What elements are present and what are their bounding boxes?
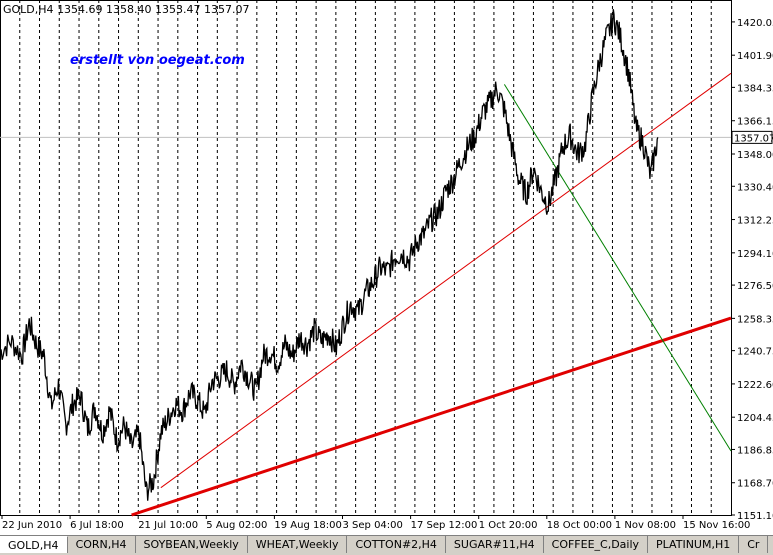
price-tick-label: 1222.60 <box>737 380 773 391</box>
tab-platinum-h1[interactable]: PLATINUM,H1 <box>648 536 740 553</box>
trendline <box>160 72 732 489</box>
price-tick-label: 1186.85 <box>737 445 773 456</box>
time-tick-label: 5 Aug 02:00 <box>206 520 267 531</box>
price-tick-label: 1420.05 <box>737 18 773 29</box>
tab-sugar-11-h4[interactable]: SUGAR#11,H4 <box>446 536 544 553</box>
price-tick-label: 1366.15 <box>737 117 773 128</box>
time-tick-label: 21 Jul 10:00 <box>138 520 198 531</box>
trendline <box>503 84 732 452</box>
price-tick-label: 1294.10 <box>737 249 773 260</box>
tab-gold-h4[interactable]: GOLD,H4 <box>0 536 68 553</box>
time-tick-label: 19 Aug 18:00 <box>274 520 341 531</box>
tab-coffee-c-daily[interactable]: COFFEE_C,Daily <box>544 536 649 553</box>
symbol-tab-bar: GOLD,H4 CORN,H4 SOYBEAN,Weekly WHEAT,Weekly… <box>0 535 773 555</box>
chart-header: GOLD,H4 1354.69 1358.40 1353.47 1357.07 <box>3 3 250 16</box>
time-tick-label: 1 Nov 08:00 <box>615 520 676 531</box>
tab-wheat-weekly[interactable]: WHEAT,Weekly <box>248 536 348 553</box>
tab-cotton-2-h4[interactable]: COTTON#2,H4 <box>347 536 446 553</box>
price-tick-label: 1401.90 <box>737 51 773 62</box>
time-tick-label: 3 Sep 04:00 <box>343 520 403 531</box>
price-series <box>0 9 659 501</box>
current-price-box <box>731 130 773 144</box>
price-tick-label: 1312.25 <box>737 216 773 227</box>
trendlines <box>131 72 732 517</box>
tab-soybean-weekly[interactable]: SOYBEAN,Weekly <box>136 536 248 553</box>
tab-cr[interactable]: Cr <box>739 536 769 553</box>
time-tick-label: 1 Oct 20:00 <box>479 520 538 531</box>
price-tick-label: 1258.35 <box>737 314 773 325</box>
tab-corn-h4[interactable]: CORN,H4 <box>68 536 136 553</box>
watermark-text: erstellt von oegeat.com <box>70 53 245 68</box>
price-tick-label: 1330.40 <box>737 182 773 193</box>
price-tick-label: 1151.10 <box>737 511 773 522</box>
time-tick-label: 22 Jun 2010 <box>2 520 62 531</box>
price-tick-label: 1168.70 <box>737 479 773 490</box>
price-tick-label: 1276.50 <box>737 281 773 292</box>
price-tick-label: 1384.35 <box>737 83 773 94</box>
ohlc-values: 1354.69 1358.40 1353.47 1357.07 <box>57 3 250 16</box>
price-line <box>0 9 659 501</box>
current-price-label: 1357.07 <box>734 133 773 144</box>
time-tick-label: 6 Jul 18:00 <box>70 520 124 531</box>
vertical-grid <box>19 0 712 515</box>
price-chart[interactable]: 1420.05 1401.90 1384.35 1366.15 1348.00 1330.… <box>0 0 773 535</box>
price-tick-label: 1240.75 <box>737 347 773 358</box>
time-axis: 22 Jun 2010 6 Jul 18:00 21 Jul 10:00 5 Aug … <box>1 515 750 531</box>
time-tick-label: 17 Sep 12:00 <box>411 520 478 531</box>
price-axis: 1420.05 1401.90 1384.35 1366.15 1348.00 1330.… <box>0 18 773 522</box>
price-tick-label: 1204.45 <box>737 413 773 424</box>
trendline <box>131 316 732 517</box>
price-tick-label: 1348.00 <box>737 150 773 161</box>
time-tick-label: 18 Oct 00:00 <box>547 520 612 531</box>
symbol-label: GOLD,H4 <box>3 3 54 16</box>
time-tick-label: 15 Nov 16:00 <box>683 520 750 531</box>
